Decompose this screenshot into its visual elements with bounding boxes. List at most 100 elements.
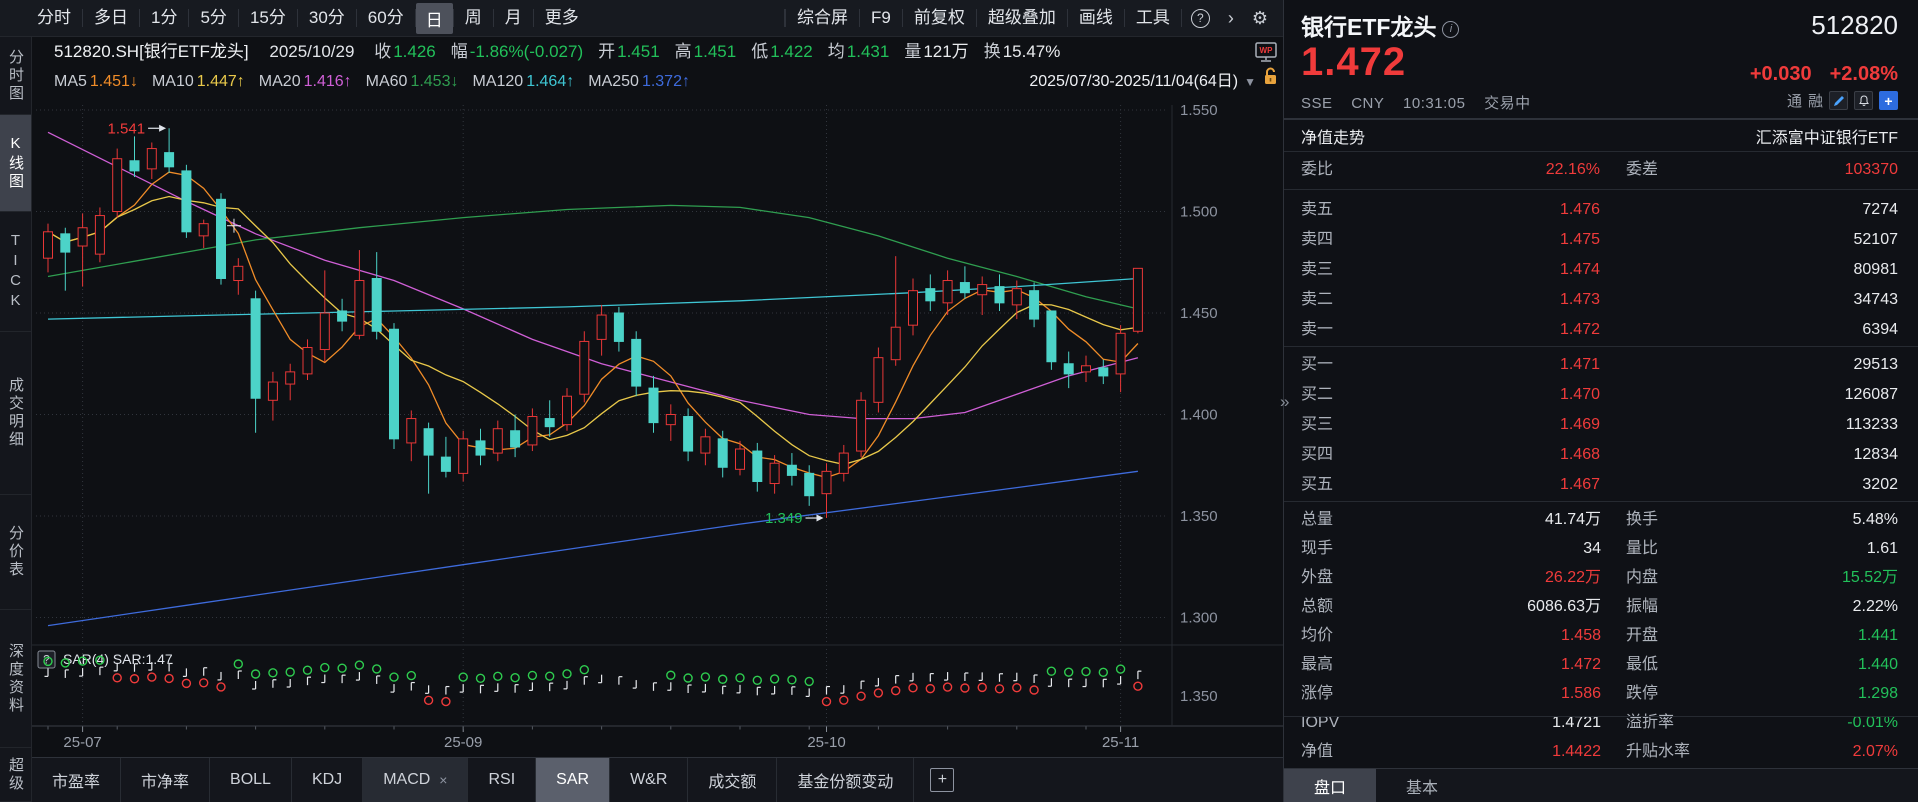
panel-tab-盘口[interactable]: 盘口 <box>1284 769 1376 802</box>
unlock-icon[interactable] <box>1262 67 1279 97</box>
indicator-tab-MACD[interactable]: MACD × <box>363 758 469 802</box>
candle-body <box>942 280 953 304</box>
toolbar-item-更多[interactable]: 更多 <box>544 8 579 27</box>
candle-body <box>890 326 901 361</box>
panel-tab-基本[interactable]: 基本 <box>1405 779 1438 797</box>
ma-line-MA250 <box>47 470 1138 627</box>
level-volume: 29513 <box>1853 356 1899 373</box>
toolbar-item-工具[interactable]: 工具 <box>1135 8 1170 27</box>
indicator-tab-BOLL[interactable]: BOLL <box>210 758 292 802</box>
stat-label: 换手 <box>1626 511 1659 528</box>
stat-value: 26.22万 <box>1544 569 1601 586</box>
add-icon[interactable]: + <box>1879 91 1898 110</box>
buy-level-row[interactable]: 买二 1.470 126087 <box>1301 380 1898 410</box>
toolbar-item-60分[interactable]: 60分 <box>367 8 404 27</box>
sidebar-item-TICK[interactable]: TICK <box>0 212 31 332</box>
candle-body <box>977 284 988 296</box>
toolbar-item-周[interactable]: 周 <box>464 8 482 27</box>
gear-icon[interactable]: ⚙ <box>1251 7 1268 28</box>
y-axis-label: 1.550 <box>1180 102 1218 119</box>
stat-value: 41.74万 <box>1544 511 1601 528</box>
sidebar-item-K线图[interactable]: K线图 <box>0 115 31 212</box>
stat-row-最高: 最高 1.472 最低 1.440 <box>1301 650 1898 679</box>
date-range-selector[interactable]: 2025/07/30-2025/11/04(64日) <box>1029 67 1239 98</box>
sidebar-item-深度资料[interactable]: 深度资料 <box>0 610 31 748</box>
nav-row[interactable]: 净值走势 汇添富中证银行ETF <box>1301 122 1898 150</box>
stat-value: 1.298 <box>1857 685 1898 702</box>
bell-icon[interactable] <box>1854 91 1873 110</box>
collapse-handle-icon[interactable]: » <box>1280 392 1290 411</box>
sell-level-row[interactable]: 卖四 1.475 52107 <box>1301 225 1898 255</box>
candle-body <box>354 280 365 336</box>
market-meta: SSE CNY 10:31:05 交易中 <box>1301 95 1545 112</box>
sell-level-row[interactable]: 卖三 1.474 80981 <box>1301 255 1898 285</box>
toolbar-item-日[interactable]: 日 <box>415 2 453 34</box>
sell-level-row[interactable]: 卖二 1.473 34743 <box>1301 285 1898 315</box>
toolbar-item-15分[interactable]: 15分 <box>249 8 286 27</box>
tab-label: 市盈率 <box>52 774 101 791</box>
sar-dot <box>769 674 780 684</box>
stat-value: 1.441 <box>1857 627 1898 644</box>
sar-dot <box>1029 685 1039 695</box>
candle-body <box>873 357 884 403</box>
indicator-tab-SAR[interactable]: SAR <box>536 758 611 802</box>
candle-body <box>959 282 970 294</box>
toolbar-item-超级叠加[interactable]: 超级叠加 <box>987 8 1056 27</box>
sell-level-row[interactable]: 卖五 1.476 7274 <box>1301 195 1898 225</box>
sar-dot <box>562 669 572 679</box>
symbol-label: 512820.SH[银行ETF龙头] <box>54 42 249 61</box>
x-axis-label: 25-09 <box>444 734 482 751</box>
toolbar-item-多日[interactable]: 多日 <box>94 8 128 27</box>
level-label: 卖五 <box>1301 201 1334 218</box>
indicator-tab-W&R[interactable]: W&R <box>610 758 689 802</box>
sidebar-item-成交明细[interactable]: 成交明细 <box>0 332 31 495</box>
level-volume: 12834 <box>1853 446 1899 463</box>
info-icon[interactable]: i <box>1442 21 1460 38</box>
toolbar-item-综合屏[interactable]: 综合屏 <box>797 8 849 27</box>
divider <box>1123 9 1125 27</box>
edit-icon[interactable] <box>1829 91 1848 110</box>
indicator-tab-基金份额变动[interactable]: 基金份额变动 <box>777 758 915 802</box>
toolbar-item-月[interactable]: 月 <box>504 8 522 27</box>
candle-body <box>43 231 53 259</box>
toolbar-item-画线[interactable]: 画线 <box>1078 8 1113 27</box>
field-value-高: 1.451 <box>693 42 737 61</box>
sidebar-item-分价表[interactable]: 分价表 <box>0 495 31 610</box>
stat-row-涨停: 涨停 1.586 跌停 1.298 <box>1301 679 1898 708</box>
help-icon[interactable]: ? <box>1190 8 1210 28</box>
indicator-tab-KDJ[interactable]: KDJ <box>292 758 364 802</box>
buy-level-row[interactable]: 买四 1.468 12834 <box>1301 440 1898 470</box>
toolbar-item-F9[interactable]: F9 <box>871 8 891 27</box>
toolbar-item-30分[interactable]: 30分 <box>308 8 345 27</box>
period-buttons: 分时 多日 1分 5分 15分 30分 60分日周 月 更多 <box>0 0 590 36</box>
stat-value: 6086.63万 <box>1527 598 1601 615</box>
close-icon[interactable]: × <box>439 772 448 788</box>
add-indicator-button[interactable]: + <box>930 768 955 792</box>
indicator-tab-成交额[interactable]: 成交额 <box>688 758 778 802</box>
kline-chart[interactable]: 1.550 1.500 1.450 1.400 1.350 1.300 25-07 25-09… <box>32 97 1283 757</box>
wp-window-icon[interactable]: WP <box>1255 42 1277 72</box>
stat-label: 溢折率 <box>1626 714 1675 731</box>
toolbar-item-前复权[interactable]: 前复权 <box>913 8 965 27</box>
indicator-tab-市盈率[interactable]: 市盈率 <box>32 758 122 802</box>
toolbar-item-5分[interactable]: 5分 <box>200 8 227 27</box>
indicator-tab-RSI[interactable]: RSI <box>468 758 537 802</box>
sar-dot <box>302 665 313 675</box>
chevron-right-icon[interactable]: › <box>1227 7 1234 28</box>
sidebar-item-分时图[interactable]: 分时图 <box>0 37 31 115</box>
divider <box>1284 151 1918 152</box>
buy-level-row[interactable]: 买五 1.467 3202 <box>1301 470 1898 500</box>
toolbar-item-分时[interactable]: 分时 <box>37 8 71 27</box>
sidebar-item-超级[interactable]: 超级 <box>0 748 31 802</box>
toolbar-item-1分[interactable]: 1分 <box>151 8 178 27</box>
divider <box>785 9 787 27</box>
stat-label: 跌停 <box>1626 685 1659 702</box>
chevron-down-icon[interactable]: ▼ <box>1244 75 1256 89</box>
candle-body <box>198 223 209 237</box>
sar-dot <box>423 695 434 706</box>
buy-level-row[interactable]: 买三 1.469 113233 <box>1301 410 1898 440</box>
sell-level-row[interactable]: 卖一 1.472 6394 <box>1301 315 1898 345</box>
buy-level-row[interactable]: 买一 1.471 29513 <box>1301 350 1898 380</box>
indicator-tab-市净率[interactable]: 市净率 <box>121 758 211 802</box>
stat-label: IOPV <box>1301 714 1340 731</box>
